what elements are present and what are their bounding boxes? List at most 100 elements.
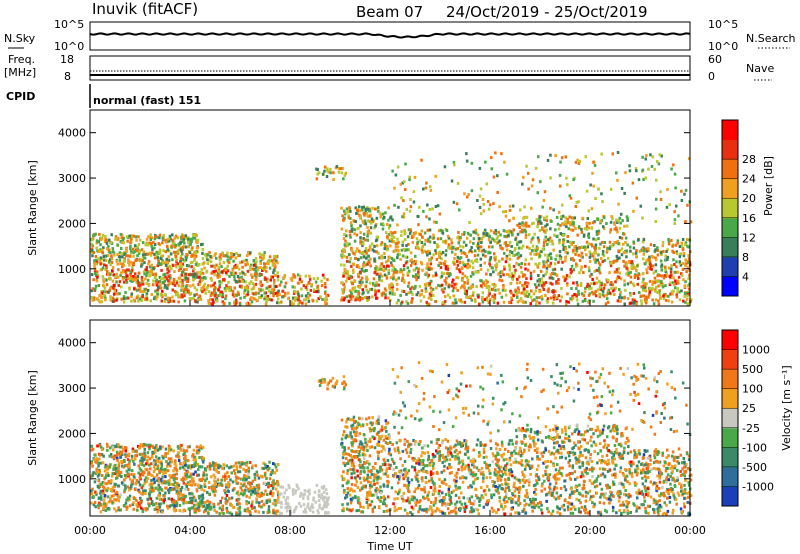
velocity-cell xyxy=(239,486,242,490)
velocity-cell xyxy=(184,494,187,498)
power-cell xyxy=(123,300,126,304)
velocity-cell xyxy=(110,479,113,483)
power-cell xyxy=(666,248,669,252)
velocity-cell xyxy=(160,462,163,466)
power-cell xyxy=(117,268,120,272)
power-cell xyxy=(427,237,430,241)
power-cell xyxy=(429,295,432,299)
power-cell xyxy=(496,241,500,244)
power-cell xyxy=(150,244,153,248)
power-cell xyxy=(171,295,174,299)
velocity-cell xyxy=(199,504,202,508)
power-cell xyxy=(137,281,140,285)
velocity-cell xyxy=(268,460,271,464)
power-cell xyxy=(419,299,423,303)
velocity-cell xyxy=(218,506,222,510)
velocity-cell xyxy=(169,475,173,479)
power-cell xyxy=(281,289,285,293)
power-cell xyxy=(145,237,149,241)
power-cell xyxy=(229,252,233,255)
power-cell xyxy=(150,236,154,240)
power-cell xyxy=(377,206,380,210)
velocity-cell xyxy=(195,445,199,449)
power-cell xyxy=(183,294,186,298)
velocity-cell xyxy=(151,482,155,486)
velocity-cell xyxy=(143,471,146,475)
velocity-cell xyxy=(100,497,103,501)
power-cell xyxy=(116,238,119,242)
power-cell xyxy=(370,217,374,221)
power-cell xyxy=(247,290,250,294)
power-cell xyxy=(241,265,244,269)
power-cell xyxy=(364,222,368,226)
velocity-cell xyxy=(130,472,133,476)
power-cell xyxy=(642,281,646,285)
power-cell xyxy=(571,294,574,298)
power-cell xyxy=(397,249,400,253)
power-cell xyxy=(590,226,594,230)
velocity-cell xyxy=(155,476,158,480)
velocity-cell xyxy=(124,455,128,458)
velocity-cell xyxy=(265,501,269,505)
power-cell xyxy=(316,284,319,288)
power-cell xyxy=(659,259,663,263)
power-cell xyxy=(562,248,565,251)
power-cell xyxy=(90,273,94,277)
power-cell xyxy=(272,294,275,298)
power-cell xyxy=(145,267,148,271)
power-cell xyxy=(521,230,524,234)
power-cell xyxy=(536,279,539,283)
power-cell xyxy=(586,217,589,220)
power-cell xyxy=(167,269,171,273)
velocity-cell xyxy=(148,457,152,461)
power-cell xyxy=(632,292,636,295)
velocity-cell xyxy=(116,493,119,497)
velocity-cell xyxy=(106,472,109,476)
freq-panel: Freq. [MHz] 18 8 60 0 Nave xyxy=(4,53,774,83)
power-cell xyxy=(161,260,165,264)
velocity-cell xyxy=(93,501,97,504)
velocity-cell xyxy=(99,489,103,493)
velocity-cell xyxy=(142,489,145,493)
power-cell xyxy=(388,291,392,295)
power-cell xyxy=(370,221,373,225)
power-cell xyxy=(287,297,290,301)
power-cell xyxy=(324,291,327,295)
power-cell xyxy=(293,297,297,301)
power-cell xyxy=(584,248,587,252)
power-cell xyxy=(600,240,604,244)
power-cell xyxy=(94,284,98,288)
power-cell xyxy=(664,254,667,258)
velocity-cell xyxy=(209,475,213,479)
velocity-cell xyxy=(139,491,143,495)
power-cell xyxy=(432,233,435,237)
power-cell xyxy=(574,205,578,208)
power-cell xyxy=(368,214,371,218)
power-cell xyxy=(552,208,555,212)
power-cell xyxy=(374,267,377,270)
power-cell xyxy=(268,289,271,293)
power-cell xyxy=(273,263,276,267)
velocity-cell xyxy=(153,475,156,479)
power-cell xyxy=(221,251,224,255)
power-cell xyxy=(329,167,332,171)
colorbar-swatch xyxy=(722,139,738,160)
power-cell xyxy=(323,276,326,280)
power-cell xyxy=(490,167,493,171)
power-cell xyxy=(107,273,110,277)
velocity-cell xyxy=(139,468,143,472)
power-cell xyxy=(608,291,611,295)
velocity-cell xyxy=(235,481,239,485)
velocity-cell xyxy=(107,479,111,483)
power-cell xyxy=(218,283,222,287)
power-cell xyxy=(95,297,99,301)
power-cell xyxy=(556,222,560,226)
power-cell xyxy=(224,254,227,258)
power-cell xyxy=(317,171,321,175)
power-cell xyxy=(156,256,160,260)
velocity-cell xyxy=(272,462,275,466)
power-cell xyxy=(536,225,539,229)
power-cell xyxy=(411,292,414,296)
power-cell xyxy=(569,297,572,301)
power-cell xyxy=(130,295,133,299)
